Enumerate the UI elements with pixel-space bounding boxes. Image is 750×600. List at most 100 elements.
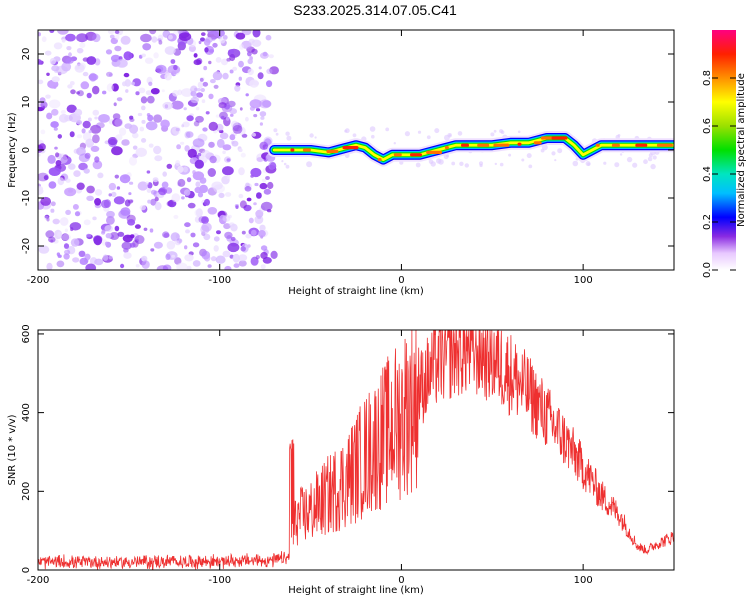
noise-speck bbox=[149, 228, 154, 233]
noise-speck bbox=[138, 87, 146, 94]
noise-speck bbox=[190, 232, 196, 238]
noise-speck bbox=[50, 208, 55, 213]
noise-speck bbox=[245, 233, 252, 239]
top-ytick-label: 20 bbox=[21, 48, 32, 61]
noise-speck bbox=[119, 127, 127, 136]
noise-speck bbox=[256, 157, 264, 162]
noise-speck bbox=[198, 40, 202, 45]
noise-speck bbox=[286, 135, 292, 141]
noise-speck bbox=[430, 161, 436, 167]
noise-speck bbox=[175, 127, 180, 132]
noise-speck bbox=[213, 236, 220, 242]
trace-hotspot bbox=[595, 143, 600, 147]
noise-speck bbox=[528, 164, 533, 169]
noise-speck bbox=[132, 132, 139, 139]
noise-speck bbox=[238, 254, 248, 262]
noise-speck bbox=[140, 96, 148, 104]
noise-speck bbox=[603, 161, 607, 165]
noise-speck bbox=[94, 189, 103, 196]
noise-speck bbox=[183, 107, 187, 111]
noise-speck bbox=[173, 214, 179, 219]
noise-speck bbox=[222, 215, 231, 222]
noise-speck bbox=[82, 132, 92, 141]
noise-speck bbox=[443, 154, 449, 160]
noise-speck bbox=[207, 207, 218, 215]
noise-speck bbox=[249, 79, 259, 88]
noise-speck bbox=[132, 145, 138, 150]
noise-speck bbox=[253, 114, 258, 118]
noise-speck bbox=[572, 160, 579, 167]
noise-speck bbox=[647, 156, 653, 162]
noise-speck bbox=[135, 91, 140, 96]
noise-speck bbox=[56, 260, 65, 268]
bottom-ytick-label: 0 bbox=[21, 567, 32, 573]
noise-speck bbox=[83, 168, 90, 174]
noise-speck bbox=[109, 232, 120, 240]
trace-hotspot bbox=[377, 158, 382, 162]
top-xtick-label: -200 bbox=[27, 275, 50, 286]
noise-speck bbox=[234, 84, 241, 92]
noise-speck bbox=[164, 104, 169, 109]
noise-speck bbox=[51, 108, 59, 116]
noise-speck bbox=[199, 184, 209, 194]
noise-speck bbox=[228, 222, 235, 227]
noise-speck bbox=[540, 148, 545, 153]
noise-speck bbox=[153, 114, 163, 123]
noise-speck bbox=[201, 32, 206, 36]
trace-hotspot bbox=[410, 153, 422, 157]
noise-speck bbox=[238, 260, 247, 267]
noise-speck bbox=[108, 193, 112, 197]
noise-speck bbox=[208, 93, 214, 100]
noise-speck bbox=[246, 197, 252, 202]
noise-speck bbox=[78, 250, 86, 257]
noise-speck bbox=[48, 236, 56, 243]
noise-speck bbox=[94, 198, 102, 206]
noise-speck bbox=[112, 113, 121, 120]
noise-speck bbox=[108, 255, 113, 260]
noise-speck bbox=[551, 151, 556, 156]
noise-speck bbox=[57, 177, 65, 186]
noise-speck bbox=[172, 126, 181, 136]
noise-speck bbox=[40, 101, 48, 109]
noise-speck bbox=[120, 263, 125, 269]
noise-speck bbox=[652, 155, 657, 160]
noise-speck bbox=[202, 127, 208, 132]
noise-speck bbox=[128, 192, 132, 196]
noise-speck bbox=[50, 121, 59, 128]
noise-speck bbox=[222, 150, 226, 155]
noise-speck bbox=[192, 94, 197, 99]
noise-speck bbox=[268, 54, 274, 59]
noise-speck bbox=[149, 30, 157, 35]
trace-hotspot bbox=[611, 143, 620, 147]
noise-speck bbox=[86, 185, 95, 194]
noise-speck bbox=[153, 145, 162, 155]
noise-speck bbox=[211, 36, 216, 41]
noise-speck bbox=[248, 38, 255, 44]
noise-speck bbox=[76, 182, 85, 190]
noise-speck bbox=[38, 245, 50, 254]
trace-hotspot bbox=[426, 150, 443, 154]
noise-speck bbox=[72, 257, 80, 263]
noise-speck bbox=[626, 156, 633, 163]
noise-speck bbox=[120, 207, 131, 216]
noise-speck bbox=[192, 138, 205, 148]
noise-speck bbox=[208, 141, 215, 148]
noise-speck bbox=[146, 95, 155, 104]
noise-speck bbox=[164, 46, 176, 55]
noise-speck bbox=[70, 238, 80, 247]
noise-speck bbox=[260, 245, 268, 251]
noise-speck bbox=[230, 113, 234, 117]
noise-speck bbox=[259, 122, 263, 126]
noise-speck bbox=[153, 52, 159, 59]
noise-speck bbox=[156, 265, 169, 270]
noise-speck bbox=[116, 97, 123, 102]
noise-speck bbox=[158, 40, 163, 45]
noise-speck bbox=[100, 199, 110, 209]
noise-speck bbox=[88, 130, 92, 134]
noise-speck bbox=[161, 181, 169, 189]
noise-speck bbox=[238, 76, 242, 81]
noise-speck bbox=[587, 162, 591, 166]
noise-speck bbox=[176, 144, 182, 150]
noise-speck bbox=[119, 174, 131, 184]
